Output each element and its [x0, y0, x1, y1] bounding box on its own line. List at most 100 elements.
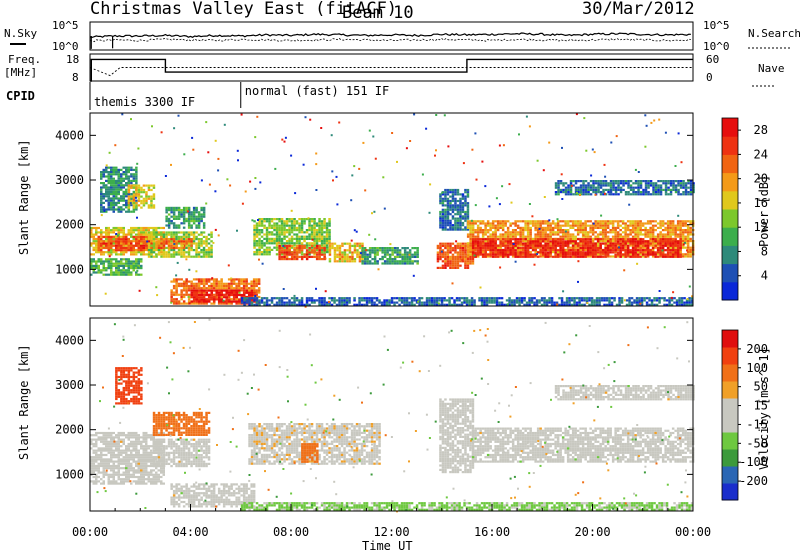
- scatter-cell: [140, 260, 143, 263]
- scatter-cell: [325, 237, 329, 240]
- scatter-cell: [388, 253, 392, 256]
- scatter-cell: [644, 229, 647, 232]
- scatter-cell: [152, 249, 156, 252]
- scatter-cell: [351, 255, 354, 258]
- scatter-cell: [182, 215, 186, 218]
- scatter-cell: [100, 177, 103, 180]
- scatter-cell: [112, 206, 115, 209]
- scatter-cell: [381, 255, 384, 258]
- scatter-cell: [579, 224, 582, 227]
- scatter-cell: [376, 260, 379, 263]
- scatter-cell: [541, 222, 545, 225]
- scatter-cell: [192, 278, 196, 281]
- scatter-cell: [634, 235, 637, 238]
- scatter-cell: [471, 229, 475, 232]
- scatter-cell: [627, 182, 630, 185]
- scatter-cell: [162, 253, 166, 256]
- scatter-cell: [308, 253, 311, 256]
- scatter-cell: [469, 251, 472, 254]
- scatter-cell: [127, 273, 130, 276]
- scatter-cell: [373, 258, 377, 261]
- scatter-cell: [604, 235, 607, 238]
- scatter-cell: [604, 251, 607, 254]
- scatter-cell: [574, 235, 577, 238]
- scatter-cell: [551, 242, 555, 245]
- scatter-cell: [175, 280, 178, 283]
- scatter-cell: [117, 177, 120, 180]
- scatter-cell: [182, 249, 186, 252]
- scatter-cell: [549, 244, 552, 247]
- scatter-cell: [295, 242, 299, 245]
- scatter-cell: [464, 242, 467, 245]
- scatter-cell: [110, 177, 113, 180]
- scatter-cell: [489, 240, 492, 243]
- scatter-cell: [177, 253, 181, 256]
- scatter-cell: [288, 237, 291, 240]
- scatter-cell: [631, 246, 635, 250]
- scatter-cell: [210, 231, 213, 234]
- scatter-cell: [200, 244, 203, 247]
- scatter-cell: [444, 262, 447, 265]
- scatter-cell: [100, 242, 103, 245]
- scatter-cell: [656, 235, 660, 238]
- scatter-cell: [310, 249, 314, 252]
- scatter-cell: [476, 229, 480, 232]
- scatter-cell: [237, 282, 241, 285]
- scatter-cell: [599, 180, 603, 183]
- scatter-cell: [637, 180, 640, 183]
- scatter-cell: [155, 237, 158, 241]
- scatter-cell: [479, 246, 482, 250]
- scatter-cell: [556, 226, 560, 229]
- scatter-cell: [202, 235, 206, 238]
- scatter-cell: [260, 231, 264, 234]
- scatter-cell: [177, 282, 181, 285]
- scatter-cell: [260, 251, 264, 254]
- scatter-cell: [449, 224, 452, 227]
- scatter-cell: [456, 253, 460, 256]
- scatter-cell: [130, 240, 133, 243]
- scatter-cell: [624, 251, 627, 254]
- scatter-cell: [238, 300, 241, 303]
- scatter-cell: [172, 249, 176, 252]
- scatter-cell: [195, 238, 198, 241]
- scatter-cell: [122, 179, 125, 182]
- scatter-cell: [634, 180, 638, 183]
- scatter-cell: [137, 233, 140, 236]
- scatter-cell: [514, 249, 517, 252]
- scatter-cell: [596, 249, 600, 252]
- scatter-cell: [534, 226, 537, 229]
- scatter-cell: [100, 240, 103, 243]
- scatter-cell: [135, 184, 138, 187]
- scatter-cell: [253, 231, 256, 234]
- scatter-cell: [235, 282, 238, 285]
- scatter-cell: [586, 255, 590, 258]
- scatter-cell: [203, 298, 206, 301]
- scatter-cell: [363, 262, 367, 265]
- scatter-cell: [444, 210, 447, 214]
- nave-label: Nave: [758, 62, 785, 75]
- scatter-cell: [576, 242, 580, 245]
- scatter-cell: [363, 249, 367, 252]
- scatter-cell: [621, 220, 625, 223]
- scatter-cell: [275, 233, 279, 236]
- scatter-cell: [416, 253, 419, 256]
- scatter-cell: [150, 249, 153, 252]
- scatter-cell: [318, 229, 321, 232]
- scatter-cell: [170, 293, 173, 296]
- scatter-cell: [589, 226, 592, 229]
- scatter-cell: [413, 260, 417, 263]
- scatter-cell: [551, 233, 555, 236]
- scatter-cell: [97, 251, 100, 254]
- scatter-cell: [667, 182, 670, 185]
- scatter-cell: [494, 224, 497, 227]
- scatter-cell: [656, 255, 660, 258]
- scatter-cell: [686, 240, 690, 243]
- scatter-cell: [604, 246, 607, 250]
- scatter-cell: [142, 249, 145, 252]
- scatter-cell: [499, 224, 502, 227]
- scatter-cell: [142, 246, 145, 250]
- scatter-cell: [127, 231, 130, 234]
- scatter-cell: [594, 253, 597, 256]
- scatter-cell: [376, 251, 379, 254]
- scatter-cell: [192, 240, 196, 243]
